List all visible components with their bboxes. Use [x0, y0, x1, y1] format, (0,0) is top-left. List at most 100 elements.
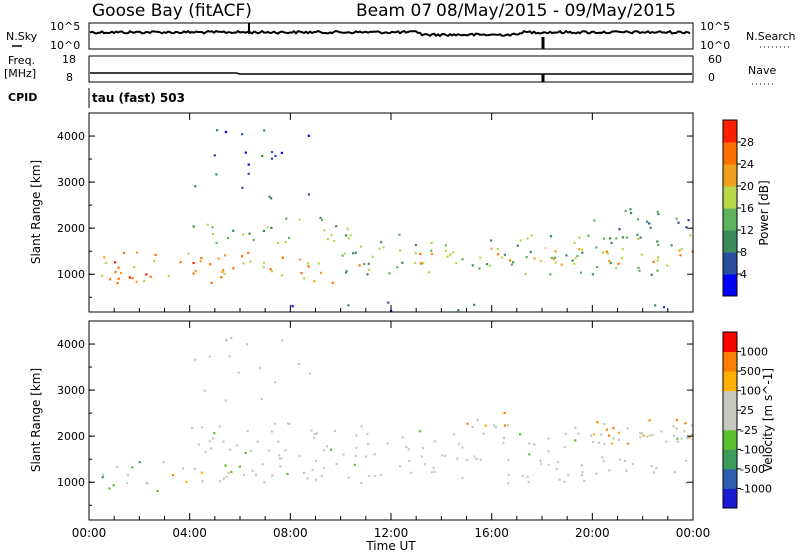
range-cell	[510, 263, 513, 266]
range-cell	[430, 249, 433, 252]
range-tick-label: 1000	[57, 268, 85, 281]
range-cell	[649, 226, 652, 229]
colorbar-tick-label: 25	[740, 404, 754, 417]
time-tick-label: 20:00	[575, 526, 610, 540]
data-gap	[542, 322, 545, 519]
range-cell	[596, 421, 599, 424]
range-cell	[380, 241, 383, 244]
range-cell	[526, 475, 529, 478]
range-cell	[603, 443, 606, 446]
range-cell	[557, 460, 560, 463]
range-cell	[387, 301, 390, 304]
range-cell	[657, 256, 660, 259]
velocity-scatter	[101, 322, 693, 519]
range-cell	[143, 280, 146, 283]
range-cell	[133, 265, 136, 269]
range-cell	[433, 440, 436, 443]
colorbar-segment	[723, 208, 737, 231]
range-cell	[567, 474, 570, 477]
colorbar-tick-label: -500	[740, 463, 765, 476]
nsearch-label: N.Search	[746, 30, 796, 43]
range-cell	[687, 219, 690, 222]
range-tick-label: 4000	[57, 338, 85, 351]
range-cell	[399, 249, 402, 252]
velocity-ylabel: Slant Range [km]	[29, 368, 43, 472]
range-cell	[508, 259, 512, 262]
colorbar-tick-label: 16	[740, 202, 754, 215]
range-cell	[307, 134, 310, 137]
nave-tick-bottom: 0	[708, 71, 715, 84]
range-cell	[213, 154, 216, 157]
range-cell	[552, 258, 555, 261]
range-cell	[555, 467, 558, 471]
range-cell	[145, 482, 148, 485]
range-cell	[452, 251, 455, 254]
range-cell	[228, 448, 232, 451]
data-gap	[542, 114, 545, 311]
range-cell	[270, 226, 273, 229]
range-cell	[503, 411, 506, 414]
range-cell	[313, 432, 316, 435]
range-cell	[624, 209, 627, 212]
colorbar-tick-label: 20	[740, 180, 754, 193]
range-cell	[650, 273, 653, 276]
range-cell	[126, 474, 129, 477]
range-cell	[663, 306, 666, 309]
range-cell	[683, 430, 686, 433]
range-cell	[471, 425, 474, 428]
range-cell	[507, 458, 510, 462]
range-cell	[653, 471, 656, 474]
range-cell	[507, 473, 510, 477]
range-cell	[605, 428, 608, 431]
range-cell	[574, 257, 577, 260]
range-cell	[153, 260, 156, 263]
range-cell	[648, 434, 652, 437]
range-cell	[167, 275, 170, 278]
range-cell	[630, 212, 633, 215]
time-tick-label: 00:00	[72, 526, 107, 540]
range-cell	[274, 422, 277, 425]
range-cell	[399, 465, 402, 468]
range-cell	[617, 262, 620, 265]
range-cell	[225, 338, 228, 341]
range-cell	[172, 474, 175, 477]
range-cell	[457, 309, 460, 312]
range-cell	[317, 262, 320, 265]
range-cell	[270, 150, 274, 154]
colorbar-segment	[723, 274, 737, 297]
range-cell	[540, 462, 543, 465]
range-cell	[660, 430, 663, 433]
range-cell	[617, 438, 620, 441]
range-cell	[135, 280, 138, 283]
range-cell	[368, 268, 371, 271]
range-cell	[592, 440, 595, 444]
range-cell	[407, 448, 410, 451]
power-colorbar-label: Power [dB]	[757, 180, 771, 245]
range-cell	[366, 273, 369, 276]
range-cell	[430, 241, 433, 245]
range-cell	[642, 434, 645, 437]
range-cell	[274, 154, 277, 157]
colorbar-tick-label: 100	[740, 385, 761, 398]
nsky-label: N.Sky	[6, 30, 38, 43]
range-cell	[596, 265, 599, 268]
colorbar-tick-label: 12	[740, 224, 754, 237]
range-cell	[573, 241, 576, 244]
nsky-trace	[89, 29, 691, 38]
range-cell	[314, 459, 318, 463]
range-cell	[497, 253, 500, 256]
range-cell	[360, 425, 363, 428]
range-cell	[116, 282, 119, 285]
range-cell	[419, 262, 422, 265]
range-cell	[553, 256, 556, 259]
range-cell	[589, 434, 593, 437]
range-cell	[323, 466, 326, 470]
range-cell	[547, 437, 550, 440]
range-cell	[270, 157, 274, 160]
range-cell	[120, 271, 123, 275]
range-cell	[131, 277, 134, 280]
nave-tick-top: 60	[708, 53, 722, 66]
velocity-panel-frame	[88, 320, 694, 521]
range-cell	[619, 458, 622, 461]
